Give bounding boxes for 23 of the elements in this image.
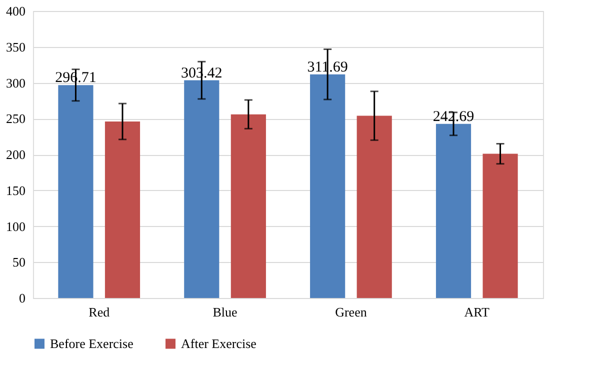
y-tick-label: 50	[12, 254, 26, 270]
y-tick-label: 150	[6, 182, 26, 198]
bar	[482, 154, 518, 298]
bar	[356, 116, 392, 298]
x-tick-label: Green	[335, 304, 368, 320]
bar	[184, 80, 220, 298]
x-tick-label: ART	[464, 304, 490, 320]
bar	[104, 121, 140, 298]
legend-label: Before Exercise	[50, 336, 134, 351]
y-tick-label: 200	[6, 147, 26, 162]
x-tick-label: Red	[88, 304, 110, 320]
y-tick-label: 0	[19, 290, 26, 306]
y-tick-label: 350	[6, 39, 26, 54]
bar	[58, 85, 94, 298]
y-tick-label: 250	[6, 111, 26, 126]
bar	[310, 74, 346, 298]
legend-label: After Exercise	[181, 336, 257, 351]
y-tick-label: 400	[6, 4, 26, 18]
x-tick-label: Blue	[212, 304, 238, 320]
bar	[436, 124, 472, 298]
y-tick-label: 100	[6, 218, 26, 234]
bar	[230, 114, 266, 298]
y-tick-label: 300	[6, 75, 26, 90]
